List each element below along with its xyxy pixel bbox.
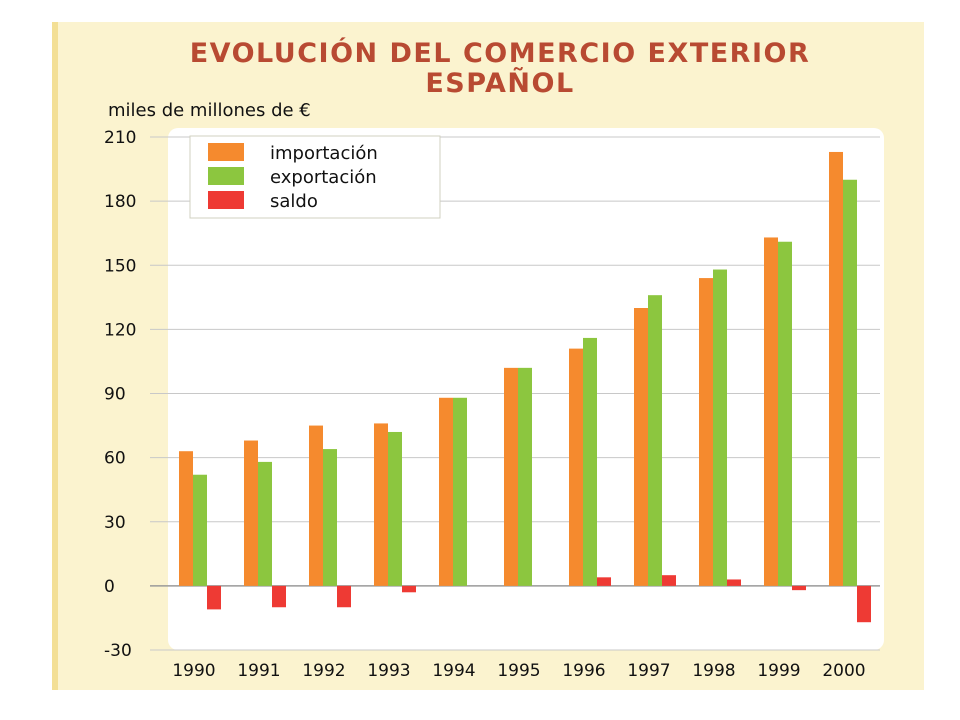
bar-importación-1993	[374, 423, 388, 586]
bar-saldo-1997	[662, 575, 676, 586]
bar-saldo-1998	[727, 579, 741, 586]
x-tick-label: 1992	[302, 661, 345, 681]
bar-exportación-1991	[258, 461, 272, 586]
bar-saldo-1991	[272, 585, 286, 608]
bar-importación-2000	[829, 151, 843, 586]
x-tick-label: 1998	[692, 661, 735, 681]
bar-importación-1999	[764, 237, 778, 586]
bar-exportación-1998	[713, 269, 727, 586]
x-tick-label: 1997	[627, 661, 670, 681]
bar-exportación-2000	[843, 179, 857, 586]
bars	[179, 151, 871, 623]
bar-importación-1998	[699, 278, 713, 586]
x-tick-label: 1995	[497, 661, 540, 681]
bar-saldo-1996	[597, 577, 611, 586]
bar-exportación-1999	[778, 241, 792, 586]
x-tick-label: 1990	[172, 661, 215, 681]
y-tick-label: 180	[104, 192, 136, 212]
bar-importación-1991	[244, 440, 258, 586]
x-tick-label: 1996	[562, 661, 605, 681]
y-axis-ticks: 210 180 150 120 90 60 30 0 -30	[104, 128, 136, 661]
y-tick-label: 210	[104, 128, 136, 148]
y-tick-label: -30	[104, 641, 132, 661]
bar-importación-1992	[309, 425, 323, 586]
y-tick-label: 30	[104, 513, 126, 533]
bar-importación-1990	[179, 451, 193, 586]
x-tick-label: 1991	[237, 661, 280, 681]
bar-exportación-1996	[583, 337, 597, 586]
x-tick-label: 1999	[757, 661, 800, 681]
y-tick-label: 120	[104, 320, 136, 340]
x-tick-label: 1994	[432, 661, 475, 681]
x-axis-ticks: 1990 1991 1992 1993 1994 1995 1996 1997 1998 1999…	[172, 661, 865, 681]
bar-saldo-2000	[857, 585, 871, 623]
y-tick-label: 90	[104, 385, 126, 405]
chart-title: EVOLUCIÓN DEL COMERCIO EXTERIOR	[190, 37, 811, 69]
y-axis-unit-label: miles de millones de €	[108, 100, 311, 121]
bar-exportación-1995	[518, 367, 532, 586]
chart-subtitle: ESPAÑOL	[425, 67, 574, 99]
bar-saldo-1992	[337, 585, 351, 608]
bar-saldo-1993	[402, 585, 416, 593]
y-tick-label: 60	[104, 449, 126, 469]
bar-importación-1995	[504, 367, 518, 586]
y-tick-label: 150	[104, 256, 136, 276]
legend-swatch-exportacion	[208, 167, 244, 185]
bar-exportación-1993	[388, 431, 402, 586]
y-tick-label: 0	[104, 577, 115, 597]
bar-importación-1994	[439, 397, 453, 586]
bar-exportación-1990	[193, 474, 207, 586]
x-tick-label: 2000	[822, 661, 865, 681]
bar-exportación-1997	[648, 295, 662, 586]
bar-importación-1997	[634, 308, 648, 586]
bar-exportación-1992	[323, 449, 337, 586]
legend-label-exportacion: exportación	[270, 167, 377, 188]
bar-exportación-1994	[453, 397, 467, 586]
legend: importación exportación saldo	[189, 135, 441, 219]
legend-label-saldo: saldo	[270, 191, 318, 212]
bar-importación-1996	[569, 348, 583, 586]
legend-label-importacion: importación	[270, 143, 378, 164]
x-tick-label: 1993	[367, 661, 410, 681]
legend-swatch-saldo	[208, 191, 244, 209]
bar-saldo-1999	[792, 585, 806, 591]
legend-swatch-importacion	[208, 143, 244, 161]
bar-saldo-1990	[207, 585, 221, 610]
